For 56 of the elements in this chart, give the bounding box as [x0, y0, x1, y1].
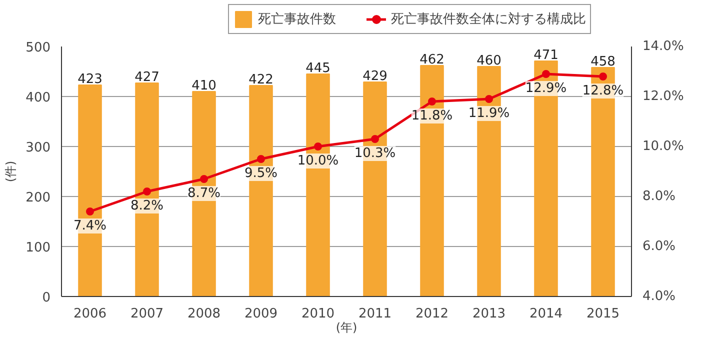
data-label: 427: [134, 70, 160, 85]
point: [599, 72, 607, 80]
data-label: 462: [420, 52, 444, 68]
point: [371, 135, 379, 143]
point: [485, 95, 493, 103]
x-tick-label: 2007: [130, 306, 164, 322]
y-tick-label: 0: [42, 290, 51, 306]
point: [86, 208, 94, 216]
data-label: 12.9%: [525, 81, 567, 96]
point: [200, 175, 208, 183]
y-tick-label: 500: [26, 40, 51, 56]
y-tick-label: 400: [26, 90, 51, 106]
x-tick-label: 2006: [73, 306, 107, 322]
y2-tick-label: 6.0%: [642, 239, 676, 254]
y-tick-label: 200: [26, 190, 51, 206]
data-label: 458: [590, 54, 616, 70]
x-tick-label: 2015: [586, 306, 620, 322]
x-tick-label: 2011: [358, 306, 392, 322]
x-tick-label: 2008: [187, 306, 221, 322]
x-tick-label: 2014: [529, 306, 563, 322]
data-label: 8.2%: [130, 198, 164, 214]
x-tick-label: 2012: [415, 306, 449, 322]
data-label: 9.5%: [244, 166, 278, 181]
data-label: 11.9%: [468, 106, 510, 121]
data-label: 460: [476, 54, 502, 68]
point: [314, 142, 322, 150]
data-label: 410: [192, 78, 216, 94]
y2-tick-label: 4.0%: [642, 289, 676, 304]
data-label: 10.0%: [297, 154, 339, 168]
point: [257, 155, 265, 163]
legend-label: 死亡事故件数: [258, 11, 336, 28]
data-label: 12.8%: [582, 84, 624, 98]
data-label: 423: [78, 72, 102, 87]
x-tick-label: 2010: [301, 306, 335, 322]
x-axis-title: (年): [336, 320, 358, 334]
point: [143, 188, 151, 196]
data-label: 445: [306, 61, 330, 76]
data-label: 11.8%: [411, 108, 453, 124]
y-axis-title: (件): [4, 160, 18, 182]
data-label: 8.7%: [187, 186, 221, 201]
y-tick-label: 300: [26, 140, 51, 156]
x-tick-label: 2009: [244, 306, 278, 322]
point: [428, 98, 436, 106]
data-label: 429: [362, 69, 388, 84]
legend-label: 死亡事故件数全体に対する構成比: [391, 11, 586, 28]
data-label: 10.3%: [354, 146, 396, 161]
y2-tick-label: 12.0%: [642, 89, 684, 104]
y-tick-label: 100: [26, 240, 51, 256]
y2-tick-label: 8.0%: [642, 189, 676, 204]
point: [542, 70, 550, 78]
y2-tick-label: 10.0%: [642, 139, 684, 154]
data-label: 7.4%: [73, 218, 107, 234]
y2-tick-label: 14.0%: [642, 39, 684, 54]
x-tick-label: 2013: [472, 306, 506, 322]
data-label: 471: [534, 48, 558, 63]
data-label: 422: [248, 72, 274, 88]
